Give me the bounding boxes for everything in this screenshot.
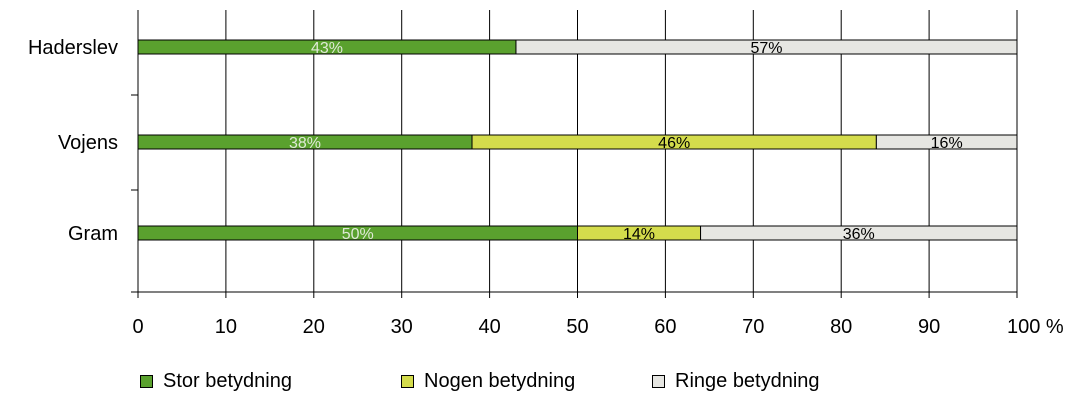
x-tick-label: 70 — [742, 316, 764, 338]
bar-data-label: 57% — [750, 40, 782, 57]
legend-label-ringe: Ringe betydning — [675, 370, 820, 392]
x-tick-label: 80 — [830, 316, 852, 338]
x-tick-label: 0 — [132, 316, 143, 338]
bar-segment — [875, 134, 1018, 150]
legend-label-nogen: Nogen betydning — [424, 370, 576, 392]
bar-data-label: 14% — [623, 226, 655, 243]
x-tick-label: 50 — [566, 316, 588, 338]
gridlines — [225, 10, 1018, 298]
bar-data-label: 16% — [931, 135, 963, 152]
x-tick-label: 90 — [918, 316, 940, 338]
bar-data-label: 50% — [342, 226, 374, 243]
legend: Stor betydning Nogen betydning Ringe bet… — [0, 370, 1065, 400]
x-tick-label: 20 — [303, 316, 325, 338]
legend-swatch-nogen — [401, 375, 414, 388]
bar-data-label: 36% — [843, 226, 875, 243]
legend-swatch-stor — [140, 375, 153, 388]
legend-swatch-ringe — [652, 375, 665, 388]
category-label: Vojens — [58, 132, 118, 154]
bar-segment — [515, 39, 1018, 55]
x-tick-label: 100 % — [1007, 316, 1064, 338]
category-label: Haderslev — [28, 37, 118, 59]
axes — [131, 10, 1017, 298]
bar-segment — [700, 225, 1018, 241]
legend-item-ringe: Ringe betydning — [652, 370, 820, 393]
bar-data-label: 43% — [311, 40, 343, 57]
x-tick-labels: 0 10 20 30 40 50 60 70 80 90 100 % — [132, 316, 1063, 338]
x-tick-label: 30 — [391, 316, 413, 338]
bar-data-label: 46% — [658, 135, 690, 152]
category-label: Gram — [68, 223, 118, 245]
category-labels: Haderslev Vojens Gram — [28, 37, 118, 245]
legend-item-stor: Stor betydning — [140, 370, 292, 393]
x-tick-label: 10 — [215, 316, 237, 338]
x-tick-label: 60 — [654, 316, 676, 338]
legend-label-stor: Stor betydning — [163, 370, 292, 392]
bar-data-label: 38% — [289, 135, 321, 152]
legend-item-nogen: Nogen betydning — [401, 370, 575, 393]
x-tick-label: 40 — [478, 316, 500, 338]
bars: 43% 57% 38% 46% 16% 50% 14% 36% — [137, 39, 1018, 243]
